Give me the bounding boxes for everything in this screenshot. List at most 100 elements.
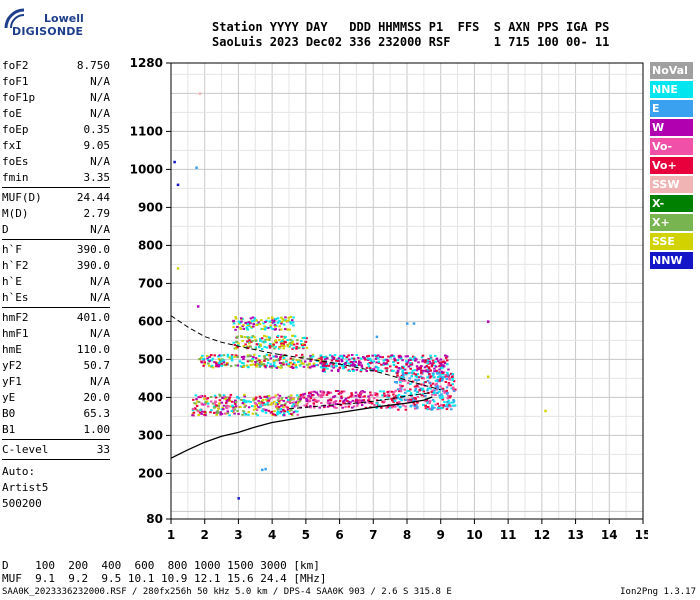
echo-point [287, 319, 290, 322]
param-value: 65.3 [83, 407, 111, 420]
echo-point [416, 385, 420, 388]
echo-point [234, 403, 237, 405]
echo-point [444, 354, 447, 357]
echo-point [336, 360, 340, 362]
echo-point [274, 345, 277, 348]
echo-point [355, 354, 358, 357]
echo-point [422, 390, 426, 393]
echo-point [442, 390, 446, 393]
echo-point [295, 359, 299, 362]
echo-point [450, 408, 453, 411]
echo-point [308, 391, 311, 394]
echo-point [315, 391, 318, 394]
param-row: D N/A [2, 222, 110, 238]
echo-point [268, 397, 272, 400]
echo-point [376, 404, 380, 407]
param-name: foE [2, 107, 22, 120]
echo-point [368, 367, 372, 370]
echo-point [440, 396, 444, 399]
echo-point [544, 409, 547, 413]
echo-point [410, 371, 414, 374]
echo-point [282, 343, 285, 345]
echo-point [424, 394, 427, 397]
echo-point [363, 356, 366, 359]
echo-point [254, 346, 258, 349]
echo-point [218, 402, 221, 405]
echo-point [292, 403, 295, 406]
echo-point [446, 359, 449, 362]
echo-point [289, 396, 293, 399]
echo-point [243, 336, 247, 339]
echo-point [251, 316, 255, 319]
echo-point [274, 325, 277, 328]
legend-item-vo: Vo- [650, 138, 693, 155]
echo-point [365, 370, 368, 372]
echo-point [225, 401, 228, 404]
echo-point [302, 393, 305, 396]
echo-point [220, 401, 224, 404]
echo-point [263, 364, 267, 367]
echo-point [374, 370, 378, 373]
echo-point [252, 323, 255, 325]
param-value: N/A [90, 275, 110, 288]
echo-point [269, 363, 273, 366]
echo-point [426, 387, 430, 390]
param-row: B1 1.00 [2, 422, 110, 438]
echo-point [265, 395, 269, 398]
echo-point [331, 405, 334, 407]
echo-point [401, 359, 404, 362]
echo-point [390, 397, 393, 400]
echo-point [452, 389, 456, 392]
echo-point [213, 354, 216, 357]
echo-point [239, 335, 243, 338]
echo-point [248, 325, 251, 327]
echo-point [396, 397, 400, 400]
y-tick-label: 600 [138, 314, 163, 328]
echo-point [415, 376, 419, 379]
echo-point [433, 391, 436, 394]
echo-point [422, 383, 425, 386]
echo-point [386, 395, 389, 398]
echo-point [445, 408, 449, 411]
echo-point [429, 384, 433, 387]
echo-point [436, 376, 440, 378]
echo-point [247, 337, 250, 340]
echo-point [234, 347, 238, 350]
echo-point [374, 394, 377, 396]
echo-point [396, 372, 399, 375]
echo-point [377, 366, 380, 369]
echo-point [234, 317, 238, 320]
echo-point [197, 414, 200, 416]
echo-point [433, 406, 436, 409]
echo-point [215, 362, 218, 365]
echo-point [404, 373, 408, 376]
echo-point [289, 401, 292, 404]
echo-point [396, 401, 399, 404]
echo-point [268, 354, 271, 357]
divider [2, 439, 110, 440]
echo-point [266, 403, 270, 406]
echo-point [436, 402, 439, 405]
echo-point [309, 354, 312, 357]
echo-point [277, 402, 281, 405]
echo-point [288, 328, 291, 331]
echo-point [280, 404, 283, 407]
echo-point [282, 406, 285, 409]
echo-point [424, 381, 427, 384]
echo-point [285, 363, 289, 366]
echo-point [276, 334, 280, 337]
echo-point [211, 357, 215, 360]
echo-point [393, 357, 396, 360]
echo-point [290, 394, 293, 397]
echo-point [306, 363, 309, 366]
echo-point [289, 322, 293, 325]
param-name: M(D) [2, 207, 29, 220]
echo-point [343, 402, 347, 404]
echo-point [428, 360, 431, 363]
echo-point [271, 327, 274, 330]
echo-point [203, 395, 207, 398]
echo-point [267, 317, 270, 320]
param-name: h`F [2, 243, 22, 256]
echo-point [274, 403, 277, 406]
echo-point [415, 379, 419, 382]
